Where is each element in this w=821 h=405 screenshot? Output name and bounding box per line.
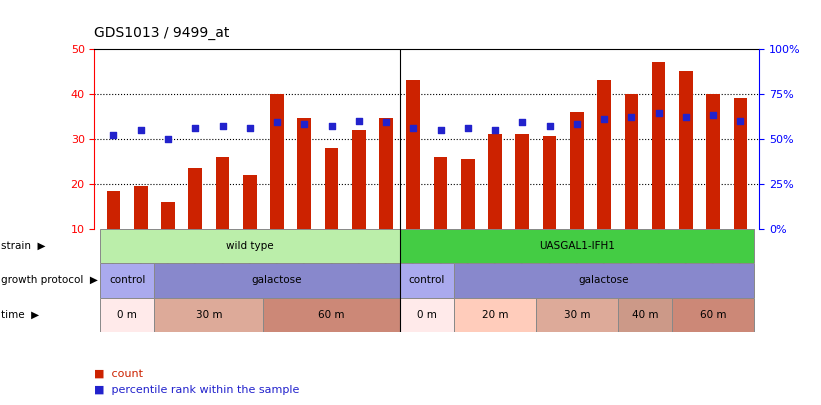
Point <box>162 135 175 142</box>
Text: 30 m: 30 m <box>195 310 222 320</box>
Text: 0 m: 0 m <box>117 310 137 320</box>
Bar <box>134 186 148 229</box>
Bar <box>433 157 447 229</box>
Text: UASGAL1-IFH1: UASGAL1-IFH1 <box>539 241 615 251</box>
Point <box>243 125 256 131</box>
Text: 40 m: 40 m <box>631 310 658 320</box>
Text: growth protocol  ▶: growth protocol ▶ <box>1 275 98 286</box>
Bar <box>325 148 338 229</box>
Point <box>598 116 611 122</box>
Point <box>216 123 229 129</box>
Point <box>270 119 283 126</box>
Bar <box>597 80 611 229</box>
Point <box>189 125 202 131</box>
Bar <box>189 168 202 229</box>
Bar <box>216 157 229 229</box>
Point <box>679 114 692 120</box>
Bar <box>100 229 400 263</box>
Point <box>134 126 147 133</box>
Bar <box>488 134 502 229</box>
Bar <box>100 263 154 298</box>
Point <box>625 114 638 120</box>
Bar <box>100 298 154 332</box>
Bar <box>706 94 720 229</box>
Bar <box>379 118 393 229</box>
Point <box>516 119 529 126</box>
Text: ■  percentile rank within the sample: ■ percentile rank within the sample <box>94 385 300 395</box>
Bar <box>536 298 617 332</box>
Bar <box>154 263 400 298</box>
Bar <box>352 130 365 229</box>
Point <box>325 123 338 129</box>
Text: galactose: galactose <box>579 275 630 286</box>
Text: galactose: galactose <box>252 275 302 286</box>
Bar <box>679 71 693 229</box>
Bar <box>270 94 284 229</box>
Bar <box>461 159 475 229</box>
Point <box>406 125 420 131</box>
Text: time  ▶: time ▶ <box>1 310 39 320</box>
Bar <box>516 134 529 229</box>
Bar <box>454 263 754 298</box>
Point <box>571 121 584 128</box>
Bar <box>243 175 257 229</box>
Bar <box>107 190 121 229</box>
Point <box>352 117 365 124</box>
Bar <box>570 112 584 229</box>
Text: control: control <box>109 275 145 286</box>
Text: 60 m: 60 m <box>319 310 345 320</box>
Bar <box>400 229 754 263</box>
Point <box>652 110 665 117</box>
Bar <box>733 98 747 229</box>
Point <box>707 112 720 119</box>
Bar <box>652 62 665 229</box>
Bar <box>617 298 672 332</box>
Bar <box>400 263 454 298</box>
Bar <box>672 298 754 332</box>
Point <box>488 126 502 133</box>
Bar <box>454 298 536 332</box>
Point <box>434 126 447 133</box>
Text: 0 m: 0 m <box>417 310 437 320</box>
Text: 60 m: 60 m <box>699 310 727 320</box>
Bar <box>161 202 175 229</box>
Bar <box>625 94 638 229</box>
Text: ■  count: ■ count <box>94 369 144 379</box>
Text: GDS1013 / 9499_at: GDS1013 / 9499_at <box>94 26 230 40</box>
Text: 20 m: 20 m <box>482 310 508 320</box>
Text: 30 m: 30 m <box>563 310 590 320</box>
Bar <box>297 118 311 229</box>
Text: strain  ▶: strain ▶ <box>1 241 45 251</box>
Bar <box>154 298 264 332</box>
Bar <box>406 80 420 229</box>
Text: control: control <box>409 275 445 286</box>
Bar <box>400 298 454 332</box>
Bar <box>264 298 400 332</box>
Point <box>734 117 747 124</box>
Point <box>298 121 311 128</box>
Point <box>543 123 556 129</box>
Text: wild type: wild type <box>226 241 273 251</box>
Point <box>461 125 475 131</box>
Point <box>379 119 392 126</box>
Bar <box>543 136 557 229</box>
Point <box>107 132 120 139</box>
